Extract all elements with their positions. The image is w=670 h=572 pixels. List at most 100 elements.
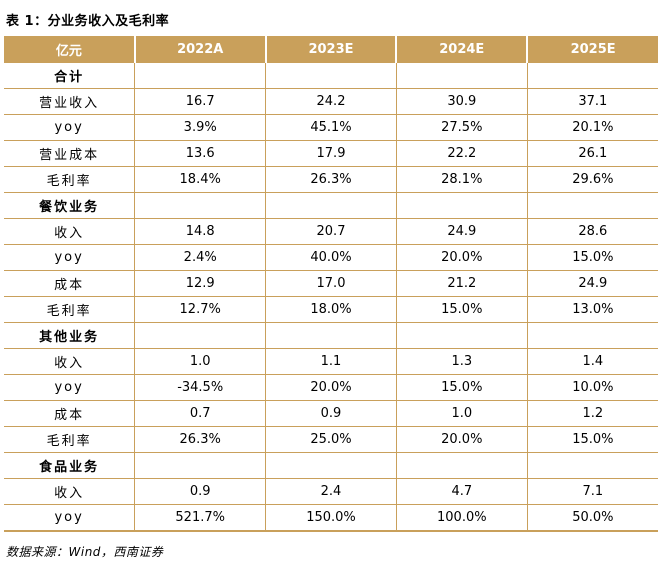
row-label: 其他业务 [4,322,135,349]
table-row: yoy 3.9% 45.1% 27.5% 20.1% [4,114,658,141]
table-cell: 1.0 [134,348,266,375]
section-row: 其他业务 [4,322,658,349]
table-cell [134,452,266,479]
table-cell: 13.6 [134,140,266,167]
header-cell-2025e: 2025E [526,36,658,63]
table-cell: 30.9 [395,88,528,115]
header-row: 亿元 2022A 2023E 2024E 2025E [4,36,658,63]
table-cell: 3.9% [134,114,266,141]
table-cell: 26.1 [526,140,658,167]
table-cell [526,452,658,479]
table-cell: 521.7% [134,504,266,532]
row-label: yoy [4,504,135,532]
table-cell: 20.7 [265,218,397,245]
source-note: 数据来源：Wind，西南证券 [6,545,164,559]
header-cell-2023e: 2023E [264,36,397,63]
table-row: yoy 2.4% 40.0% 20.0% 15.0% [4,244,658,271]
table-cell [265,192,397,219]
table-cell: 20.0% [395,244,528,271]
row-label: yoy [4,114,135,141]
table-cell [395,192,528,219]
table-cell: -34.5% [134,374,266,401]
section-row: 餐饮业务 [4,192,658,219]
row-label: yoy [4,244,135,271]
table-cell: 1.4 [526,348,658,375]
section-row: 食品业务 [4,452,658,479]
row-label: 毛利率 [4,296,135,323]
table-cell: 24.9 [526,270,658,297]
table-cell: 0.7 [134,400,266,427]
table-cell: 28.6 [526,218,658,245]
table-cell: 45.1% [265,114,397,141]
table-cell: 15.0% [526,244,658,271]
table-cell: 18.4% [134,166,266,193]
table-cell [134,192,266,219]
table-cell [134,62,266,89]
table-cell: 4.7 [395,478,528,505]
table-cell: 1.3 [395,348,528,375]
table-cell [134,322,266,349]
row-label: 收入 [4,218,135,245]
table-cell: 22.2 [395,140,528,167]
table-cell: 150.0% [265,504,397,532]
table-cell: 24.2 [265,88,397,115]
row-label: yoy [4,374,135,401]
table-cell: 15.0% [395,296,528,323]
table-cell: 13.0% [526,296,658,323]
table-cell: 20.0% [395,426,528,453]
row-label: 合计 [4,62,135,89]
table-cell: 12.9 [134,270,266,297]
row-label: 成本 [4,270,135,297]
row-label: 成本 [4,400,135,427]
table-cell: 1.1 [265,348,397,375]
table-cell [526,322,658,349]
table-row: yoy 521.7% 150.0% 100.0% 50.0% [4,504,658,532]
table-cell: 2.4% [134,244,266,271]
table-row: 收入 0.9 2.4 4.7 7.1 [4,478,658,505]
table-cell [526,192,658,219]
table-cell: 26.3% [265,166,397,193]
row-label: 营业成本 [4,140,135,167]
table-row: 成本 12.9 17.0 21.2 24.9 [4,270,658,297]
header-cell-2024e: 2024E [395,36,528,63]
table-row: 营业收入 16.7 24.2 30.9 37.1 [4,88,658,115]
table-cell: 2.4 [265,478,397,505]
table-cell: 50.0% [526,504,658,532]
table-cell: 18.0% [265,296,397,323]
header-cell-unit: 亿元 [4,36,135,63]
table-row: yoy -34.5% 20.0% 15.0% 10.0% [4,374,658,401]
table-cell: 40.0% [265,244,397,271]
table-cell: 20.1% [526,114,658,141]
table-cell: 100.0% [395,504,528,532]
table-row: 收入 14.8 20.7 24.9 28.6 [4,218,658,245]
table-cell [395,322,528,349]
table-row: 毛利率 12.7% 18.0% 15.0% 13.0% [4,296,658,323]
header-cell-2022a: 2022A [133,36,266,63]
table-cell [395,452,528,479]
row-label: 营业收入 [4,88,135,115]
table-body: 合计 营业收入 16.7 24.2 30.9 37.1 yoy 3.9% 45.1% 27.5% 2… [4,62,658,532]
table-cell [265,322,397,349]
row-label: 食品业务 [4,452,135,479]
table-cell: 28.1% [395,166,528,193]
table-cell: 17.0 [265,270,397,297]
table-row: 收入 1.0 1.1 1.3 1.4 [4,348,658,375]
table-cell [265,62,397,89]
table-cell: 20.0% [265,374,397,401]
financial-table: 亿元 2022A 2023E 2024E 2025E 合计 营业收入 16.7 24.… [4,36,658,532]
row-label: 收入 [4,348,135,375]
table-cell: 21.2 [395,270,528,297]
table-cell: 25.0% [265,426,397,453]
table-cell: 1.0 [395,400,528,427]
row-label: 毛利率 [4,166,135,193]
table-cell: 29.6% [526,166,658,193]
table-row: 毛利率 26.3% 25.0% 20.0% 15.0% [4,426,658,453]
table-cell: 0.9 [134,478,266,505]
table-row: 毛利率 18.4% 26.3% 28.1% 29.6% [4,166,658,193]
table-cell: 37.1 [526,88,658,115]
table-cell: 15.0% [395,374,528,401]
row-label: 收入 [4,478,135,505]
table-cell: 24.9 [395,218,528,245]
table-cell: 27.5% [395,114,528,141]
table-row: 营业成本 13.6 17.9 22.2 26.1 [4,140,658,167]
